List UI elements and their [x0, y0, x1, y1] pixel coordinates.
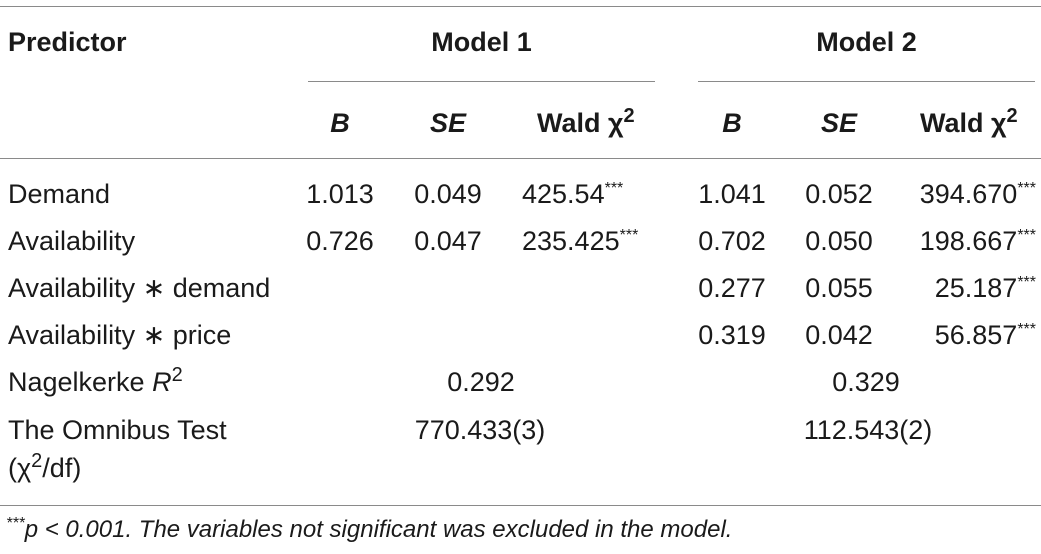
cell-avail-price-m2-wald-value: 56.857 — [934, 320, 1018, 350]
row-label-demand: Demand — [8, 179, 111, 209]
cell-availability-m1-b: 0.726 — [306, 226, 374, 256]
omnibus-label-suffix: /df) — [42, 453, 82, 483]
row-label-availability-price: Availability ∗ price — [8, 320, 232, 350]
cell-availability-m2-wald-stars: *** — [1017, 227, 1036, 244]
cell-demand-m2-b: 1.041 — [698, 179, 766, 209]
cell-avail-demand-m2-se: 0.055 — [805, 273, 873, 303]
omnibus-label-sup: 2 — [31, 450, 43, 472]
nagelkerke-label-text: Nagelkerke — [8, 367, 153, 397]
header-m1-se: SE — [429, 108, 467, 138]
header-m1-wald: Wald χ2 — [537, 105, 635, 139]
cell-availability-m2-b: 0.702 — [698, 226, 766, 256]
header-m2-b: B — [722, 108, 742, 138]
cell-avail-price-m2-b: 0.319 — [698, 320, 766, 350]
omnibus-label-prefix: (χ — [8, 453, 32, 483]
cell-demand-m2-se: 0.052 — [805, 179, 873, 209]
cell-avail-demand-m2-b: 0.277 — [698, 273, 766, 303]
model1-underline — [308, 81, 655, 82]
cell-demand-m1-wald: 425.54*** — [522, 178, 623, 210]
cell-nagelkerke-m1: 0.292 — [447, 367, 515, 397]
nagelkerke-label-r: R — [152, 367, 172, 397]
cell-availability-m1-wald: 235.425*** — [522, 225, 638, 257]
header-model-2: Model 2 — [816, 27, 917, 57]
cell-nagelkerke-m2: 0.329 — [832, 367, 900, 397]
row-label-omnibus-line1: The Omnibus Test — [8, 415, 227, 445]
cell-demand-m1-b: 1.013 — [306, 179, 374, 209]
cell-availability-m2-wald-value: 198.667 — [919, 226, 1018, 256]
cell-demand-m1-wald-value: 425.54 — [522, 179, 605, 209]
cell-omnibus-m2: 112.543(2) — [803, 415, 933, 445]
cell-availability-m2-se: 0.050 — [805, 226, 873, 256]
header-m1-wald-text: Wald χ — [537, 108, 624, 138]
row-label-availability-demand: Availability ∗ demand — [8, 273, 271, 303]
header-m2-se: SE — [820, 108, 858, 138]
cell-avail-demand-m2-wald: 25.187*** — [860, 272, 1036, 304]
cell-demand-m1-wald-stars: *** — [604, 180, 624, 197]
cell-availability-m2-wald: 198.667*** — [860, 225, 1036, 257]
table-footnote: ***p < 0.001. The variables not signific… — [6, 516, 732, 544]
cell-demand-m1-se: 0.049 — [414, 179, 482, 209]
cell-avail-price-m2-wald-stars: *** — [1017, 321, 1036, 338]
cell-demand-m2-wald-value: 394.670 — [919, 179, 1018, 209]
header-model-1: Model 1 — [431, 27, 532, 57]
header-m1-b: B — [330, 108, 350, 138]
footnote-text: p < 0.001. The variables not significant… — [24, 516, 733, 543]
table-bottom-rule — [0, 505, 1041, 506]
cell-availability-m1-wald-value: 235.425 — [522, 226, 620, 256]
cell-avail-price-m2-wald: 56.857*** — [860, 319, 1036, 351]
cell-avail-demand-m2-wald-stars: *** — [1017, 274, 1036, 291]
header-m1-wald-sup: 2 — [623, 105, 635, 127]
header-m2-wald: Wald χ2 — [920, 105, 1018, 139]
model2-underline — [698, 81, 1035, 82]
cell-availability-m1-wald-stars: *** — [619, 227, 639, 244]
cell-avail-demand-m2-wald-value: 25.187 — [934, 273, 1018, 303]
cell-demand-m2-wald-stars: *** — [1017, 180, 1036, 197]
header-predictor: Predictor — [8, 27, 127, 57]
footnote-stars: *** — [6, 515, 25, 532]
nagelkerke-label-sup: 2 — [171, 364, 183, 386]
cell-avail-price-m2-se: 0.042 — [805, 320, 873, 350]
header-m2-wald-sup: 2 — [1006, 105, 1018, 127]
row-label-nagelkerke: Nagelkerke R2 — [8, 364, 183, 398]
header-m2-wald-text: Wald χ — [920, 108, 1007, 138]
cell-demand-m2-wald: 394.670*** — [860, 178, 1036, 210]
row-label-omnibus-line2: (χ2/df) — [8, 450, 82, 484]
row-label-availability: Availability — [8, 226, 136, 256]
cell-omnibus-m1: 770.433(3) — [414, 415, 546, 445]
table-top-rule — [0, 6, 1041, 7]
cell-availability-m1-se: 0.047 — [414, 226, 482, 256]
header-bottom-rule — [0, 158, 1041, 159]
